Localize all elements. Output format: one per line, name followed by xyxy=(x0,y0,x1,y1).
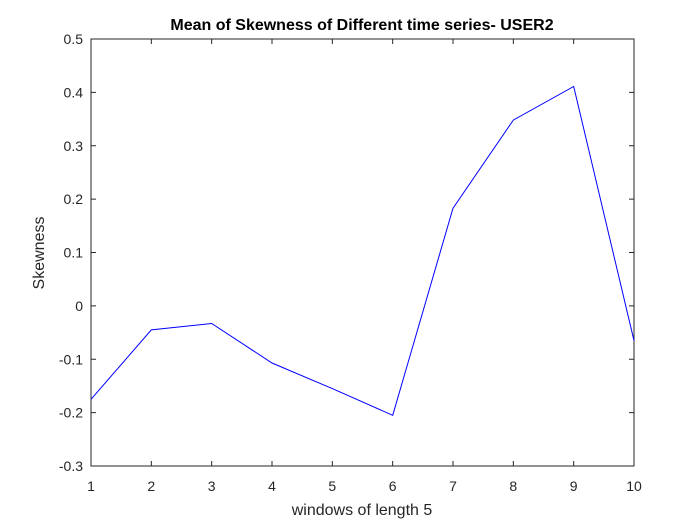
y-tick-label: 0.1 xyxy=(64,245,84,261)
y-tick-label: -0.3 xyxy=(59,458,83,474)
y-tick-label: -0.1 xyxy=(59,351,83,367)
x-tick-label: 1 xyxy=(87,478,95,494)
y-tick-label: 0 xyxy=(75,298,83,314)
x-tick-label: 8 xyxy=(509,478,517,494)
y-axis-ticks: -0.3 -0.2 -0.1 0 0.1 0.2 0.3 0.4 0.5 xyxy=(59,31,634,474)
x-tick-label: 9 xyxy=(570,478,578,494)
y-tick-label: 0.2 xyxy=(64,191,84,207)
x-tick-label: 4 xyxy=(268,478,276,494)
x-tick-label: 10 xyxy=(626,478,642,494)
plot-area: 1 2 3 4 5 6 7 8 9 10 -0.3 -0.2 -0.1 0 0.1 0.2 0.3 0.4 0.5 xyxy=(59,31,642,494)
y-axis-label: Skewness xyxy=(31,217,48,290)
x-axis-label: windows of length 5 xyxy=(291,502,433,519)
y-tick-label: -0.2 xyxy=(59,405,83,421)
x-tick-label: 6 xyxy=(389,478,397,494)
y-tick-label: 0.3 xyxy=(64,138,84,154)
x-tick-label: 5 xyxy=(328,478,336,494)
x-tick-label: 2 xyxy=(147,478,155,494)
x-axis-ticks: 1 2 3 4 5 6 7 8 9 10 xyxy=(87,39,642,494)
x-tick-label: 7 xyxy=(449,478,457,494)
x-tick-label: 3 xyxy=(208,478,216,494)
y-tick-label: 0.4 xyxy=(64,84,84,100)
series-line xyxy=(90,85,635,416)
chart-title: Mean of Skewness of Different time serie… xyxy=(170,17,553,34)
y-tick-label: 0.5 xyxy=(64,31,84,47)
series-group xyxy=(90,85,635,416)
